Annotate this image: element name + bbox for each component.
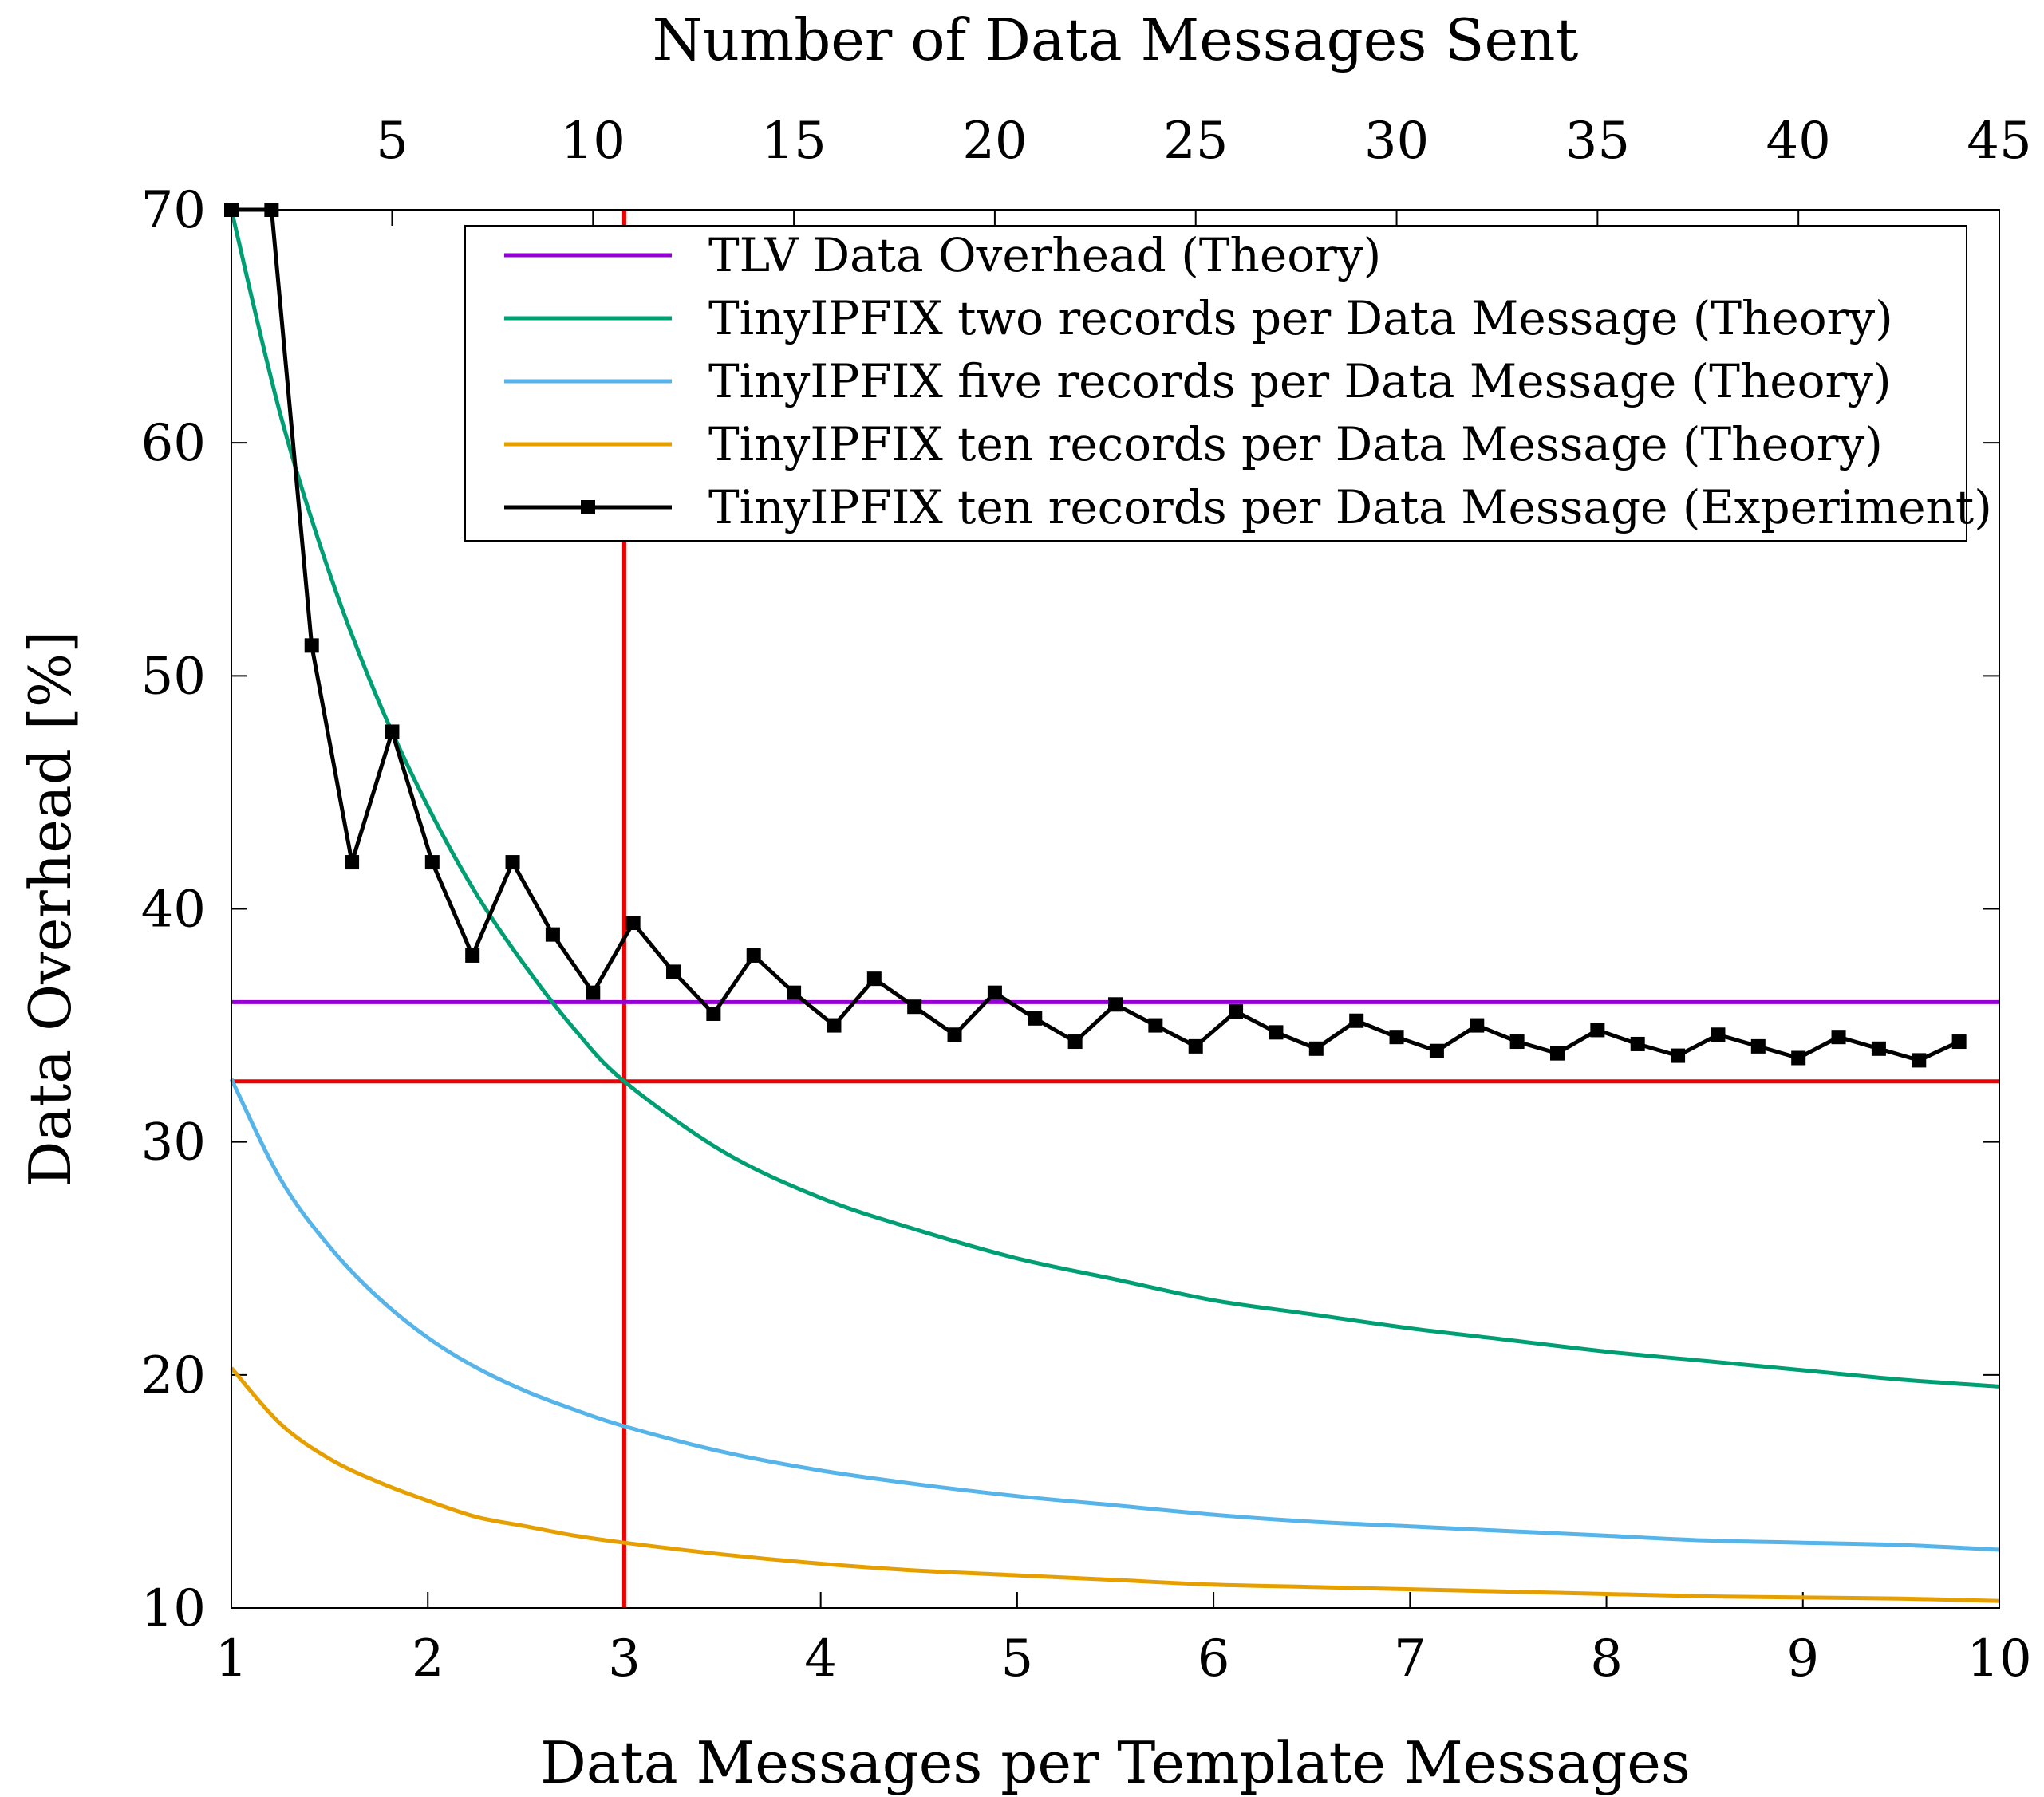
- x2-tick-label: 15: [761, 112, 826, 171]
- series-marker: [385, 724, 400, 739]
- x-tick-label: 3: [608, 1630, 641, 1689]
- tick-labels: 1 2 3 4 5 6 7 8 9 105 10 15 20 25 30 35 40 45102030405060…: [141, 112, 2032, 1689]
- series-marker: [1389, 1030, 1404, 1045]
- series-marker: [827, 1018, 842, 1033]
- series-marker: [1671, 1048, 1686, 1063]
- x2-tick-label: 5: [376, 112, 408, 171]
- series-marker: [345, 855, 360, 870]
- series-marker: [625, 916, 641, 931]
- legend-entry: TinyIPFIX ten records per Data Message (…: [708, 417, 1883, 471]
- top-axis-label: Number of Data Messages Sent: [653, 6, 1579, 73]
- series-marker: [1791, 1050, 1806, 1066]
- series-layer: [224, 203, 2000, 1603]
- y-tick-label: 50: [141, 647, 206, 706]
- series-marker: [1188, 1038, 1203, 1054]
- x2-tick-label: 30: [1364, 112, 1429, 171]
- series-marker: [545, 927, 560, 942]
- x-tick-label: 8: [1590, 1630, 1623, 1689]
- series-marker: [666, 964, 681, 979]
- axis-ticks: [231, 209, 2000, 1609]
- series-marker: [1108, 997, 1123, 1012]
- x2-tick-label: 40: [1766, 112, 1830, 171]
- x-tick-label: 6: [1198, 1630, 1230, 1689]
- x2-tick-label: 45: [1967, 112, 2031, 171]
- legend-marker: [581, 500, 595, 514]
- series-marker: [1269, 1025, 1284, 1040]
- x-tick-label: 2: [412, 1630, 444, 1689]
- x2-tick-label: 20: [962, 112, 1027, 171]
- series-marker: [907, 999, 922, 1015]
- y-tick-label: 20: [141, 1346, 206, 1405]
- series-marker: [1871, 1041, 1886, 1056]
- x2-tick-label: 25: [1163, 112, 1228, 171]
- y-tick-label: 10: [141, 1579, 206, 1638]
- legend: TLV Data Overhead (Theory) TinyIPFIX two …: [464, 225, 1992, 542]
- series-marker: [1951, 1034, 1967, 1050]
- series-marker: [1429, 1043, 1444, 1058]
- x-tick-label: 4: [804, 1630, 837, 1689]
- plot-frame: [231, 209, 2000, 1609]
- series-marker: [866, 971, 882, 987]
- series-marker: [787, 985, 802, 1000]
- x-tick-label: 9: [1786, 1630, 1819, 1689]
- y-axis-label: Data Overhead [%]: [17, 631, 84, 1188]
- series-marker: [1308, 1041, 1324, 1056]
- series-marker: [947, 1027, 962, 1042]
- series-marker: [1028, 1011, 1043, 1026]
- series-marker: [1229, 1004, 1244, 1019]
- series-line-4: [230, 1366, 2000, 1603]
- x-tick-label: 1: [215, 1630, 248, 1689]
- legend-entry: TinyIPFIX ten records per Data Message (…: [708, 480, 1992, 534]
- series-marker: [1148, 1018, 1163, 1033]
- legend-entry: TinyIPFIX two records per Data Message (…: [708, 291, 1893, 345]
- x-tick-label: 7: [1394, 1630, 1426, 1689]
- legend-entry: TinyIPFIX five records per Data Message …: [708, 354, 1892, 408]
- series-marker: [1912, 1053, 1927, 1068]
- series-marker: [1067, 1034, 1083, 1050]
- legend-box: [464, 225, 1967, 542]
- series-marker: [1711, 1027, 1726, 1042]
- series-marker: [304, 638, 319, 653]
- x2-tick-label: 10: [561, 112, 625, 171]
- series-marker: [1509, 1034, 1525, 1050]
- series-marker: [1590, 1023, 1605, 1038]
- x-tick-label: 5: [1001, 1630, 1034, 1689]
- y-tick-label: 40: [141, 881, 206, 940]
- x2-tick-label: 35: [1565, 112, 1630, 171]
- series-marker: [1349, 1013, 1364, 1028]
- series-marker: [987, 985, 1002, 1000]
- series-marker: [505, 855, 520, 870]
- x-axis-label: Data Messages per Template Messages: [540, 1729, 1691, 1796]
- series-marker: [1750, 1038, 1766, 1054]
- y-tick-label: 30: [141, 1113, 206, 1172]
- y-tick-label: 70: [141, 181, 206, 240]
- series-marker: [465, 948, 480, 963]
- series-marker: [1470, 1018, 1485, 1033]
- series-marker: [1550, 1046, 1565, 1061]
- y-tick-label: 60: [141, 414, 206, 473]
- series-marker: [746, 948, 761, 963]
- series-marker: [586, 985, 601, 1000]
- legend-entry: TLV Data Overhead (Theory): [708, 228, 1381, 282]
- series-line-2: [229, 209, 2000, 1389]
- x-tick-label: 10: [1967, 1630, 2031, 1689]
- series-marker: [1831, 1030, 1846, 1045]
- series-marker: [1630, 1036, 1645, 1051]
- series-marker: [424, 855, 440, 870]
- series-line-3: [229, 1078, 2000, 1552]
- series-marker: [706, 1006, 721, 1021]
